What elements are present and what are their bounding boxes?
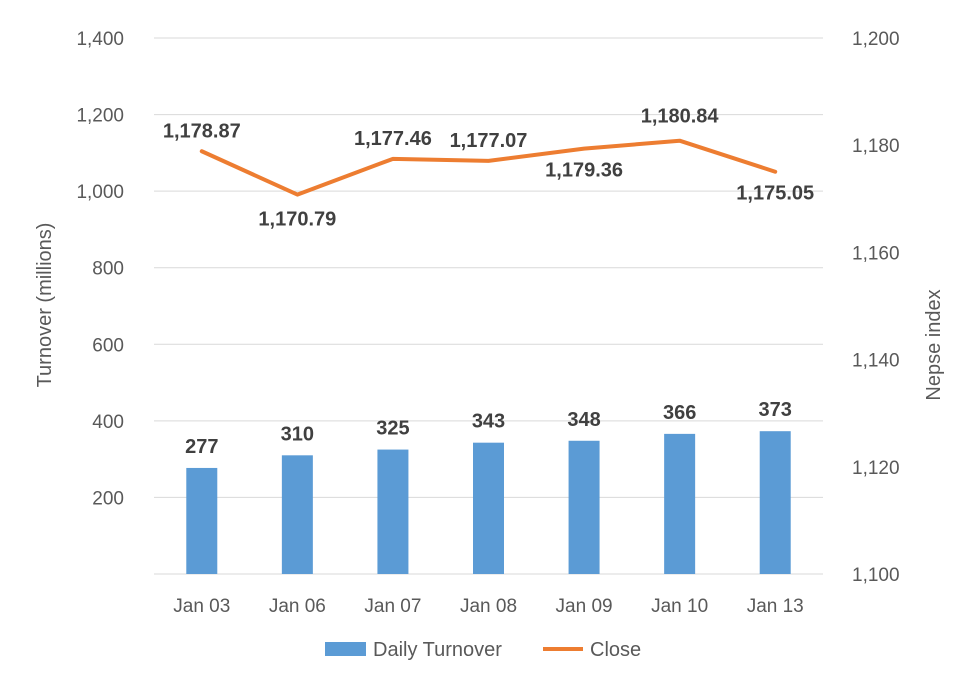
right-tick-label: 1,120 [852, 458, 900, 479]
left-tick-label: 1,400 [76, 29, 124, 50]
turnover-bar [664, 433, 696, 574]
bar-value-label: 373 [759, 399, 792, 421]
x-tick-label: Jan 10 [651, 596, 708, 617]
right-tick-label: 1,100 [852, 565, 900, 586]
right-axis-title: Nepse index [923, 289, 945, 400]
turnover-bars [186, 431, 791, 574]
x-tick-label: Jan 09 [556, 596, 613, 617]
turnover-bar [377, 449, 409, 574]
x-tick-label: Jan 03 [173, 596, 230, 617]
bar-value-label: 348 [567, 409, 600, 431]
x-tick-label: Jan 06 [269, 596, 326, 617]
left-tick-label: 1,000 [76, 182, 124, 203]
turnover-bar [186, 467, 218, 574]
left-tick-label: 1,200 [76, 106, 124, 127]
left-tick-label: 200 [92, 488, 124, 509]
bar-value-label: 366 [663, 402, 696, 424]
x-axis-ticks: Jan 03 Jan 06 Jan 07 Jan 08 Jan 09 Jan 10 Jan … [173, 596, 803, 617]
legend-swatch-daily-turnover [325, 642, 366, 656]
left-tick-label: 800 [92, 259, 124, 280]
turnover-bar [473, 442, 504, 574]
turnover-bar [759, 431, 791, 574]
left-axis-title: Turnover (millions) [34, 223, 56, 388]
legend-label-close: Close [590, 639, 641, 661]
legend: Daily Turnover Close [325, 639, 641, 661]
turnover-bar [568, 440, 600, 574]
turnover-bar [281, 455, 313, 574]
close-value-label: 1,179.36 [545, 160, 623, 182]
bar-value-label: 277 [185, 436, 218, 458]
bar-value-label: 310 [281, 423, 314, 445]
bar-value-label: 343 [472, 411, 505, 433]
x-tick-label: Jan 13 [747, 596, 804, 617]
right-tick-label: 1,180 [852, 136, 900, 157]
close-value-label: 1,177.07 [450, 130, 528, 152]
x-tick-label: Jan 07 [364, 596, 421, 617]
right-tick-label: 1,160 [852, 243, 900, 264]
right-tick-label: 1,200 [852, 29, 900, 50]
right-tick-label: 1,140 [852, 351, 900, 372]
close-value-label: 1,175.05 [736, 183, 814, 205]
left-tick-label: 400 [92, 412, 124, 433]
turnover-bar-labels: 277 310 325 343 348 366 373 [185, 399, 792, 458]
right-axis-ticks: 1,100 1,120 1,140 1,160 1,180 1,200 [852, 29, 900, 586]
close-value-label: 1,180.84 [641, 106, 720, 128]
close-value-label: 1,177.46 [354, 128, 432, 150]
close-value-label: 1,178.87 [163, 120, 241, 142]
close-line-labels: 1,178.87 1,170.79 1,177.46 1,177.07 1,179.36… [163, 106, 814, 231]
bar-value-label: 325 [376, 418, 409, 440]
close-value-label: 1,170.79 [258, 209, 336, 231]
left-tick-label: 600 [92, 335, 124, 356]
x-tick-label: Jan 08 [460, 596, 517, 617]
left-axis-ticks: 200 400 600 800 1,000 1,200 1,400 [76, 29, 124, 509]
gridlines [154, 37, 823, 575]
close-line-layer [199, 138, 778, 197]
legend-label-daily-turnover: Daily Turnover [373, 639, 502, 661]
